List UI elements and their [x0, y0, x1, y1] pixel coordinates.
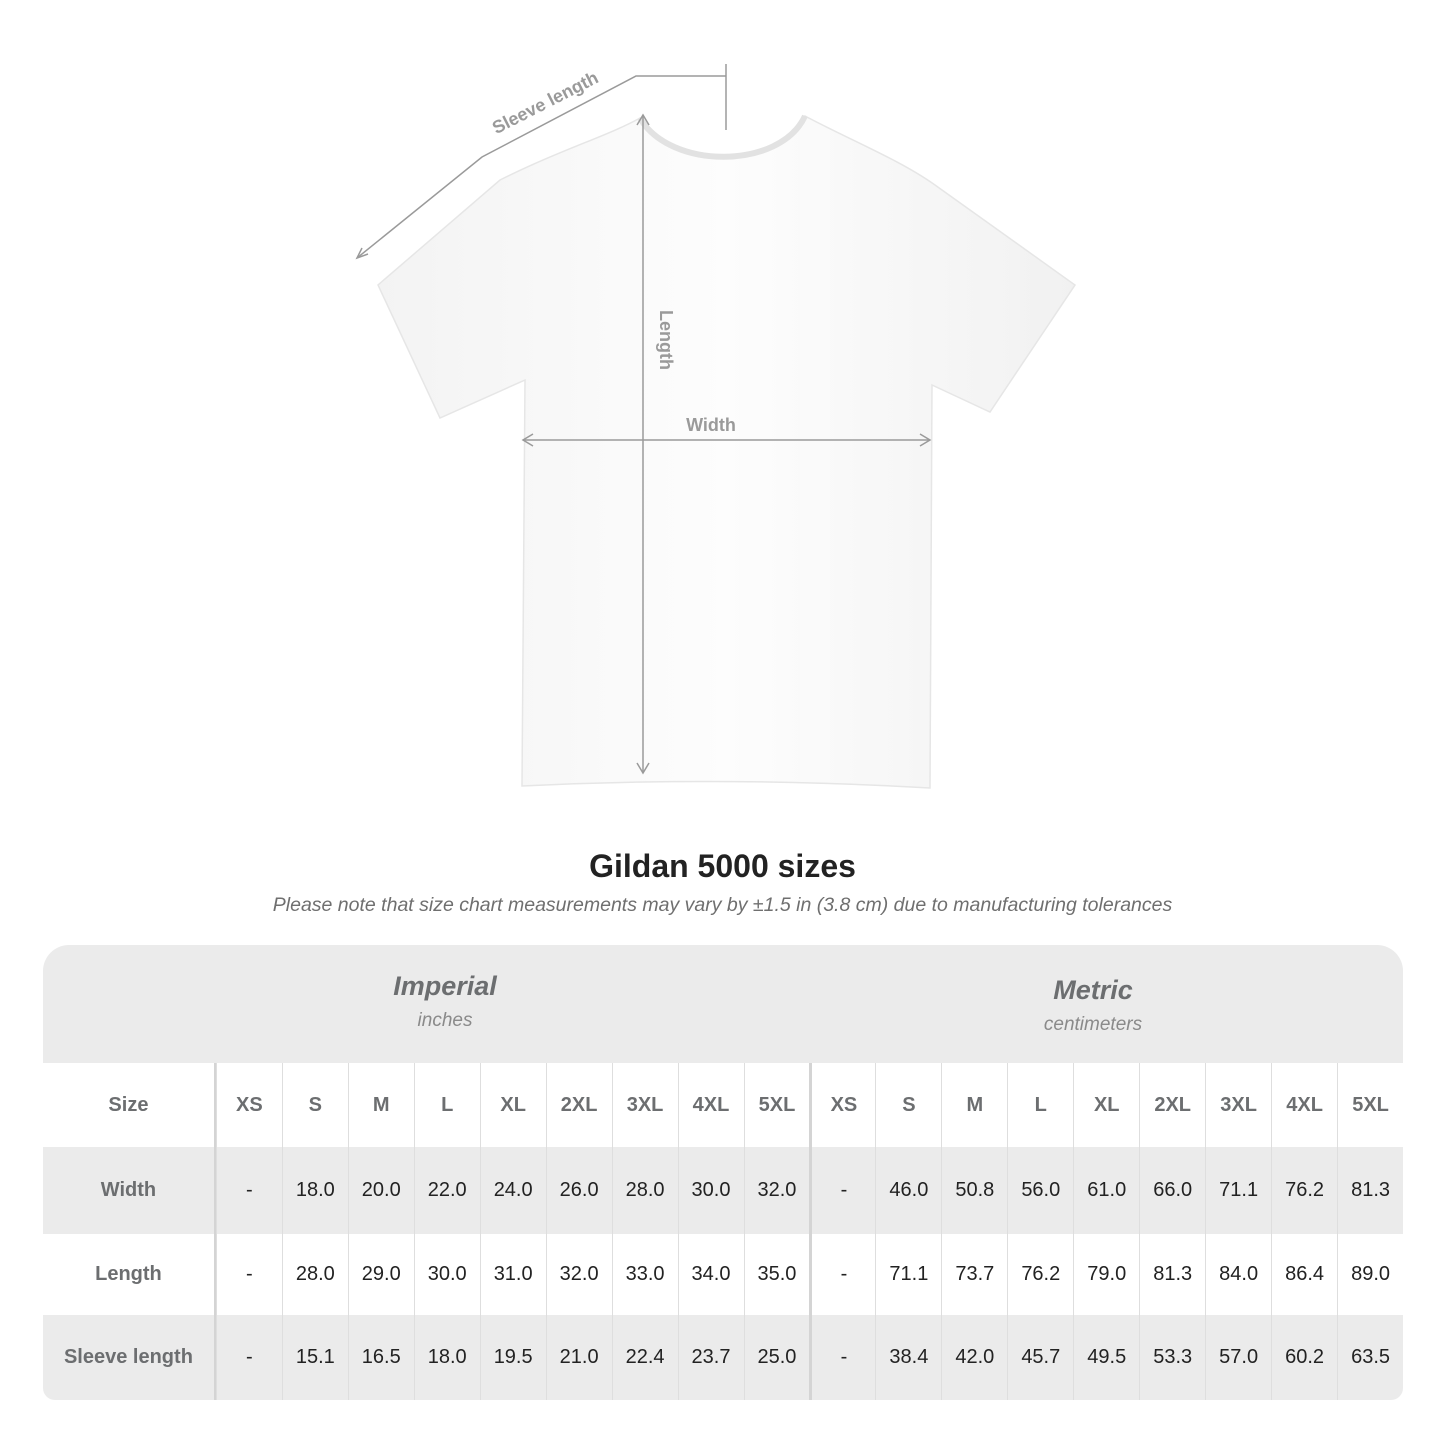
metric-size-header: XL [1073, 1063, 1139, 1147]
metric-value: 42.0 [941, 1315, 1007, 1400]
imperial-value: 23.7 [677, 1315, 744, 1400]
metric-value: 38.4 [875, 1315, 941, 1400]
length-label: Length [656, 310, 676, 370]
imperial-value: 20.0 [347, 1147, 414, 1234]
imperial-value: - [215, 1147, 282, 1234]
imperial-value: 19.5 [479, 1315, 546, 1400]
metric-value: - [809, 1147, 875, 1234]
imperial-value: 31.0 [479, 1234, 546, 1315]
imperial-size-header: 3XL [611, 1063, 678, 1147]
width-measure [521, 433, 932, 447]
size-header-row: Size XS S M L XL 2XL 3XL 4XL 5XL XS S M L XL 2XL 3XL 4XL 5… [43, 1063, 1403, 1147]
metric-value: 66.0 [1139, 1147, 1205, 1234]
metric-value: 45.7 [1007, 1315, 1073, 1400]
imperial-size-header: M [347, 1063, 414, 1147]
imperial-value: 21.0 [545, 1315, 612, 1400]
collar [637, 114, 808, 160]
imperial-value: 28.0 [281, 1234, 348, 1315]
imperial-size-header: XL [479, 1063, 546, 1147]
imperial-value: 22.0 [413, 1147, 480, 1234]
imperial-value: 32.0 [545, 1234, 612, 1315]
imperial-value: 32.0 [743, 1147, 810, 1234]
imperial-value: 25.0 [743, 1315, 810, 1400]
length-measure [636, 113, 650, 775]
metric-size-header: 5XL [1337, 1063, 1403, 1147]
metric-size-header: L [1007, 1063, 1073, 1147]
imperial-value: 26.0 [545, 1147, 612, 1234]
metric-title: Metric [1053, 975, 1133, 1005]
imperial-title: Imperial [393, 971, 497, 1001]
imperial-size-header: S [281, 1063, 348, 1147]
metric-value: 56.0 [1007, 1147, 1073, 1234]
imperial-value: 15.1 [281, 1315, 348, 1400]
table-row: Width -18.0 20.0 22.0 24.0 26.0 28.0 30.0 32.0-4… [43, 1147, 1403, 1234]
page-title: Gildan 5000 sizes [589, 848, 856, 884]
row-label: Width [43, 1147, 216, 1234]
imperial-value: 30.0 [677, 1147, 744, 1234]
metric-size-header: 4XL [1271, 1063, 1337, 1147]
metric-value: - [809, 1234, 875, 1315]
metric-value: 50.8 [941, 1147, 1007, 1234]
imperial-size-header: 2XL [545, 1063, 612, 1147]
imperial-value: 34.0 [677, 1234, 744, 1315]
imperial-value: 33.0 [611, 1234, 678, 1315]
tshirt-shape [377, 114, 1077, 789]
sleeve-length-measure [355, 64, 727, 260]
metric-value: 46.0 [875, 1147, 941, 1234]
table-row: Length -28.0 29.0 30.0 31.0 32.0 33.0 34.0 35.0-… [43, 1234, 1403, 1315]
metric-value: 57.0 [1205, 1315, 1271, 1400]
metric-value: 76.2 [1271, 1147, 1337, 1234]
imperial-value: 18.0 [281, 1147, 348, 1234]
metric-value: 84.0 [1205, 1234, 1271, 1315]
metric-size-header: S [875, 1063, 941, 1147]
imperial-size-header: XS [215, 1063, 282, 1147]
metric-value: 71.1 [875, 1234, 941, 1315]
metric-value: 61.0 [1073, 1147, 1139, 1234]
metric-value: 49.5 [1073, 1315, 1139, 1400]
metric-value: - [809, 1315, 875, 1400]
metric-size-header: M [941, 1063, 1007, 1147]
metric-value: 63.5 [1337, 1315, 1403, 1400]
width-label: Width [686, 415, 736, 435]
imperial-unit: inches [417, 1010, 473, 1031]
imperial-value: 16.5 [347, 1315, 414, 1400]
imperial-value: 24.0 [479, 1147, 546, 1234]
metric-value: 86.4 [1271, 1234, 1337, 1315]
metric-value: 89.0 [1337, 1234, 1403, 1315]
row-label: Sleeve length [43, 1315, 216, 1400]
metric-value: 79.0 [1073, 1234, 1139, 1315]
imperial-value: - [215, 1234, 282, 1315]
metric-value: 81.3 [1337, 1147, 1403, 1234]
size-table: Imperial inches Metric centimeters Size X… [43, 945, 1403, 1400]
imperial-value: - [215, 1315, 282, 1400]
metric-value: 73.7 [941, 1234, 1007, 1315]
row-label: Length [43, 1234, 216, 1315]
metric-unit: centimeters [1043, 1014, 1143, 1035]
metric-value: 60.2 [1271, 1315, 1337, 1400]
tshirt-diagram: Sleeve length Length Width [355, 64, 1077, 789]
imperial-value: 18.0 [413, 1315, 480, 1400]
metric-value: 81.3 [1139, 1234, 1205, 1315]
metric-value: 71.1 [1205, 1147, 1271, 1234]
tolerance-note: Please note that size chart measurements… [272, 894, 1173, 916]
imperial-size-header: 4XL [677, 1063, 744, 1147]
table-row: Sleeve length -15.1 16.5 18.0 19.5 21.0 22.4 23… [43, 1315, 1403, 1400]
row-label: Size [43, 1063, 216, 1147]
metric-size-header: 2XL [1139, 1063, 1205, 1147]
imperial-value: 28.0 [611, 1147, 678, 1234]
imperial-size-header: 5XL [743, 1063, 810, 1147]
metric-size-header: XS [809, 1063, 875, 1147]
imperial-size-header: L [413, 1063, 480, 1147]
imperial-value: 30.0 [413, 1234, 480, 1315]
metric-value: 53.3 [1139, 1315, 1205, 1400]
metric-size-header: 3XL [1205, 1063, 1271, 1147]
system-header: Imperial inches Metric centimeters [43, 945, 1403, 1063]
imperial-value: 29.0 [347, 1234, 414, 1315]
imperial-value: 22.4 [611, 1315, 678, 1400]
metric-header: Metric centimeters [893, 975, 1293, 1036]
imperial-header: Imperial inches [245, 971, 645, 1032]
metric-value: 76.2 [1007, 1234, 1073, 1315]
imperial-value: 35.0 [743, 1234, 810, 1315]
